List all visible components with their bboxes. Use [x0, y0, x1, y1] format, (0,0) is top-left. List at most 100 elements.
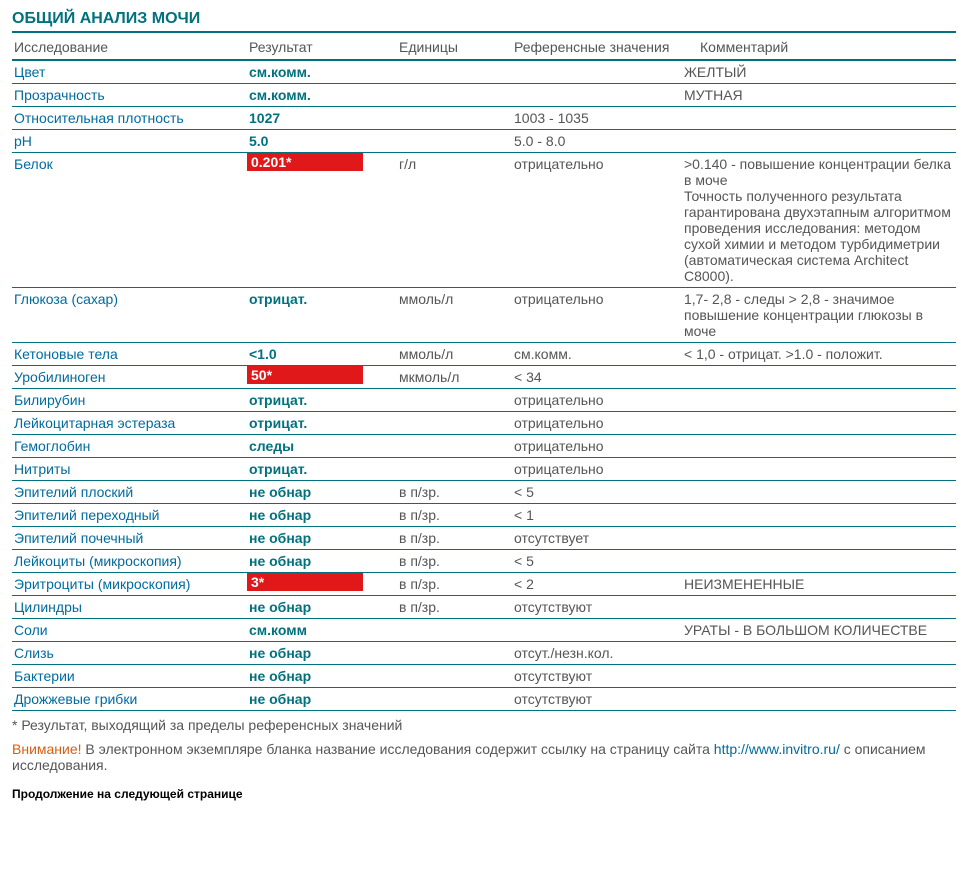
cell-comment: >0.140 - повышение концентрации белка в … [682, 153, 956, 288]
cell-result: не обнар [247, 596, 397, 619]
cell-comment [682, 596, 956, 619]
cell-comment [682, 389, 956, 412]
cell-test-name: pH [12, 130, 247, 153]
cell-result: 1027 [247, 107, 397, 130]
table-row: Лейкоциты (микроскопия)не обнарв п/зр.< … [12, 550, 956, 573]
cell-test-name: Слизь [12, 642, 247, 665]
cell-result: 0.201* [247, 153, 397, 288]
cell-units [397, 458, 512, 481]
col-comment: Комментарий [682, 35, 956, 60]
table-row: Гемоглобинследыотрицательно [12, 435, 956, 458]
cell-comment [682, 550, 956, 573]
table-row: Уробилиноген50*мкмоль/л< 34 [12, 366, 956, 389]
abnormal-result-badge: 50* [247, 366, 363, 384]
cell-units: в п/зр. [397, 596, 512, 619]
cell-comment [682, 481, 956, 504]
cell-test-name: Дрожжевые грибки [12, 688, 247, 711]
cell-test-name: Эритроциты (микроскопия) [12, 573, 247, 596]
cell-test-name: Белок [12, 153, 247, 288]
footnote-asterisk: * Результат, выходящий за пределы рефере… [12, 717, 956, 733]
cell-result: отрицат. [247, 412, 397, 435]
table-row: Эпителий плоскийне обнарв п/зр.< 5 [12, 481, 956, 504]
cell-test-name: Эпителий почечный [12, 527, 247, 550]
cell-units: в п/зр. [397, 527, 512, 550]
cell-reference: отрицательно [512, 435, 682, 458]
report-title: ОБЩИЙ АНАЛИЗ МОЧИ [12, 10, 956, 33]
cell-units: в п/зр. [397, 573, 512, 596]
cell-test-name: Относительная плотность [12, 107, 247, 130]
cell-reference: отсутствует [512, 527, 682, 550]
abnormal-result-badge: 0.201* [247, 153, 363, 171]
col-result: Результат [247, 35, 397, 60]
cell-units: мкмоль/л [397, 366, 512, 389]
cell-units [397, 665, 512, 688]
table-row: Прозрачностьсм.комм.МУТНАЯ [12, 84, 956, 107]
table-header-row: Исследование Результат Единицы Референсн… [12, 35, 956, 60]
cell-reference [512, 84, 682, 107]
table-row: Нитритыотрицат.отрицательно [12, 458, 956, 481]
cell-reference: отсутствуют [512, 665, 682, 688]
cell-result: не обнар [247, 504, 397, 527]
cell-test-name: Лейкоциты (микроскопия) [12, 550, 247, 573]
cell-reference: < 5 [512, 550, 682, 573]
cell-reference: отсут./незн.кол. [512, 642, 682, 665]
cell-test-name: Билирубин [12, 389, 247, 412]
table-row: Эпителий почечныйне обнарв п/зр.отсутств… [12, 527, 956, 550]
warning-block: Внимание! В электронном экземпляре бланк… [12, 741, 956, 773]
cell-reference: < 34 [512, 366, 682, 389]
cell-result: не обнар [247, 688, 397, 711]
cell-units: в п/зр. [397, 550, 512, 573]
cell-units [397, 60, 512, 84]
table-row: pH5.05.0 - 8.0 [12, 130, 956, 153]
cell-comment: УРАТЫ - В БОЛЬШОМ КОЛИЧЕСТВЕ [682, 619, 956, 642]
table-row: Цветсм.комм.ЖЕЛТЫЙ [12, 60, 956, 84]
cell-comment: НЕИЗМЕНЕННЫЕ [682, 573, 956, 596]
cell-result: не обнар [247, 665, 397, 688]
cell-result: 3* [247, 573, 397, 596]
table-row: Эритроциты (микроскопия)3* в п/зр.< 2НЕИЗ… [12, 573, 956, 596]
cell-comment [682, 130, 956, 153]
cell-units [397, 435, 512, 458]
table-row: Цилиндрыне обнарв п/зр.отсутствуют [12, 596, 956, 619]
cell-units: в п/зр. [397, 504, 512, 527]
cell-comment: 1,7- 2,8 - следы > 2,8 - значимое повыше… [682, 288, 956, 343]
cell-result: не обнар [247, 481, 397, 504]
cell-units [397, 107, 512, 130]
cell-units: ммоль/л [397, 288, 512, 343]
table-row: Относительная плотность1027 1003 - 1035 [12, 107, 956, 130]
cell-reference: 1003 - 1035 [512, 107, 682, 130]
cell-reference: < 2 [512, 573, 682, 596]
cell-result: см.комм. [247, 84, 397, 107]
cell-test-name: Цвет [12, 60, 247, 84]
cell-result: не обнар [247, 527, 397, 550]
cell-units: в п/зр. [397, 481, 512, 504]
cell-units [397, 642, 512, 665]
cell-comment [682, 688, 956, 711]
cell-test-name: Кетоновые тела [12, 343, 247, 366]
table-row: Билирубинотрицат.отрицательно [12, 389, 956, 412]
cell-comment [682, 665, 956, 688]
cell-units [397, 412, 512, 435]
cell-reference: отсутствуют [512, 596, 682, 619]
abnormal-result-badge: 3* [247, 573, 363, 591]
table-row: Глюкоза (сахар)отрицат.ммоль/лотрицатель… [12, 288, 956, 343]
cell-units [397, 688, 512, 711]
cell-units [397, 389, 512, 412]
cell-test-name: Лейкоцитарная эстераза [12, 412, 247, 435]
cell-result: отрицат. [247, 458, 397, 481]
cell-comment [682, 435, 956, 458]
col-reference: Референсные значения [512, 35, 682, 60]
cell-result: <1.0 [247, 343, 397, 366]
cell-reference [512, 60, 682, 84]
table-row: Солисм.коммУРАТЫ - В БОЛЬШОМ КОЛИЧЕСТВЕ [12, 619, 956, 642]
cell-comment: МУТНАЯ [682, 84, 956, 107]
table-row: Кетоновые тела<1.0ммоль/лсм.комм.< 1,0 -… [12, 343, 956, 366]
cell-test-name: Глюкоза (сахар) [12, 288, 247, 343]
cell-result: 5.0 [247, 130, 397, 153]
cell-comment [682, 107, 956, 130]
cell-test-name: Цилиндры [12, 596, 247, 619]
cell-reference: < 1 [512, 504, 682, 527]
cell-reference: отрицательно [512, 153, 682, 288]
warning-link[interactable]: http://www.invitro.ru/ [714, 741, 840, 757]
cell-test-name: Бактерии [12, 665, 247, 688]
